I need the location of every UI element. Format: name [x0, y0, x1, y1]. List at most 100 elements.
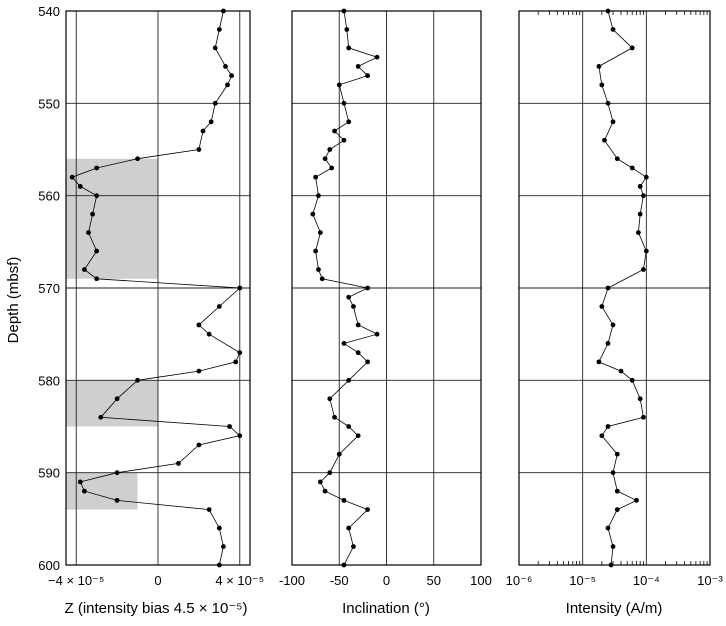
- data-point: [114, 470, 120, 476]
- data-point: [355, 64, 361, 69]
- y-tick-label: 570: [38, 281, 60, 296]
- data-point: [82, 267, 87, 272]
- data-point: [206, 331, 212, 337]
- data-point: [610, 27, 616, 32]
- data-point: [614, 488, 620, 494]
- data-point: [629, 377, 635, 383]
- data-point: [77, 184, 83, 189]
- data-point: [216, 27, 222, 32]
- data-point: [635, 230, 641, 236]
- data-point: [82, 488, 87, 494]
- data-point: [221, 544, 226, 549]
- data-point: [200, 128, 206, 134]
- data-point: [233, 359, 239, 365]
- data-point: [135, 377, 140, 383]
- data-point: [329, 165, 335, 171]
- data-point: [599, 82, 605, 88]
- series-line: [598, 10, 647, 566]
- data-point: [637, 396, 643, 402]
- x-tick-label: −4 × 10⁻⁵: [48, 573, 104, 588]
- data-point: [610, 470, 616, 476]
- data-point: [176, 461, 181, 466]
- data-point: [643, 248, 649, 254]
- data-point: [316, 193, 321, 199]
- plot-frame: [65, 10, 251, 566]
- data-point: [114, 396, 120, 402]
- data-point: [69, 174, 75, 180]
- data-point: [237, 350, 243, 356]
- data-point: [641, 267, 646, 272]
- series-line: [71, 10, 241, 566]
- data-point: [332, 128, 337, 134]
- shaded-interval: [66, 472, 138, 510]
- y-tick-label: 590: [38, 466, 60, 481]
- data-point: [216, 304, 222, 309]
- data-point: [313, 248, 319, 254]
- x-tick-label: 50: [427, 573, 441, 588]
- data-point: [227, 424, 232, 429]
- data-point: [212, 45, 218, 51]
- data-point: [351, 544, 356, 549]
- y-tick-label: 550: [38, 96, 60, 111]
- data-point: [602, 137, 607, 143]
- data-point: [346, 119, 352, 125]
- data-point: [212, 100, 218, 106]
- data-point: [605, 285, 611, 291]
- data-point: [322, 488, 328, 494]
- x-tick-label: 4 × 10⁻⁵: [215, 573, 264, 588]
- data-point: [90, 211, 95, 217]
- data-point: [317, 479, 323, 485]
- data-point: [641, 193, 646, 199]
- data-point: [327, 396, 333, 402]
- data-point: [229, 73, 235, 79]
- data-point: [319, 276, 325, 282]
- data-point: [94, 248, 100, 254]
- x-tick-label: -100: [279, 573, 305, 588]
- data-point: [316, 267, 321, 272]
- data-point: [94, 193, 100, 199]
- shaded-interval: [66, 380, 158, 427]
- y-tick-label: 540: [38, 4, 60, 19]
- data-point: [605, 424, 611, 429]
- data-point: [237, 433, 243, 439]
- x-tick-label: 100: [470, 573, 492, 588]
- data-point: [351, 304, 356, 309]
- x-axis-title-z: Z (intensity bias 4.5 × 10⁻⁵): [65, 600, 248, 617]
- data-point: [365, 359, 370, 365]
- data-point: [614, 507, 620, 512]
- x-axis-title-intensity: Intensity (A/m): [566, 600, 663, 617]
- shaded-interval: [66, 158, 158, 279]
- plot-frame: [518, 10, 711, 566]
- data-point: [614, 451, 620, 457]
- y-tick-label: 560: [38, 189, 60, 204]
- x-axis-title-inclination: Inclination (°): [342, 600, 430, 617]
- data-point: [341, 341, 347, 346]
- data-point: [346, 294, 352, 300]
- data-point: [641, 414, 646, 420]
- data-point: [374, 331, 380, 337]
- data-point: [344, 27, 350, 32]
- x-tick-label: 10⁻⁵: [569, 573, 596, 588]
- data-point: [637, 211, 643, 217]
- data-point: [196, 147, 202, 152]
- data-point: [605, 341, 611, 346]
- data-point: [596, 64, 602, 69]
- data-point: [346, 424, 352, 429]
- data-point: [332, 414, 337, 420]
- data-point: [341, 100, 347, 106]
- x-tick-label: 10⁻³: [697, 573, 723, 588]
- x-tick-label: 0: [154, 573, 161, 588]
- data-point: [341, 137, 347, 143]
- data-point: [225, 82, 230, 88]
- y-tick-label: 600: [38, 558, 60, 573]
- data-point: [365, 507, 370, 512]
- data-point: [313, 174, 319, 180]
- x-tick-label: 0: [383, 573, 390, 588]
- data-point: [327, 147, 333, 152]
- data-point: [596, 359, 602, 365]
- data-point: [322, 156, 328, 162]
- y-tick-label: 580: [38, 373, 60, 388]
- data-point: [374, 54, 380, 60]
- data-point: [610, 544, 616, 549]
